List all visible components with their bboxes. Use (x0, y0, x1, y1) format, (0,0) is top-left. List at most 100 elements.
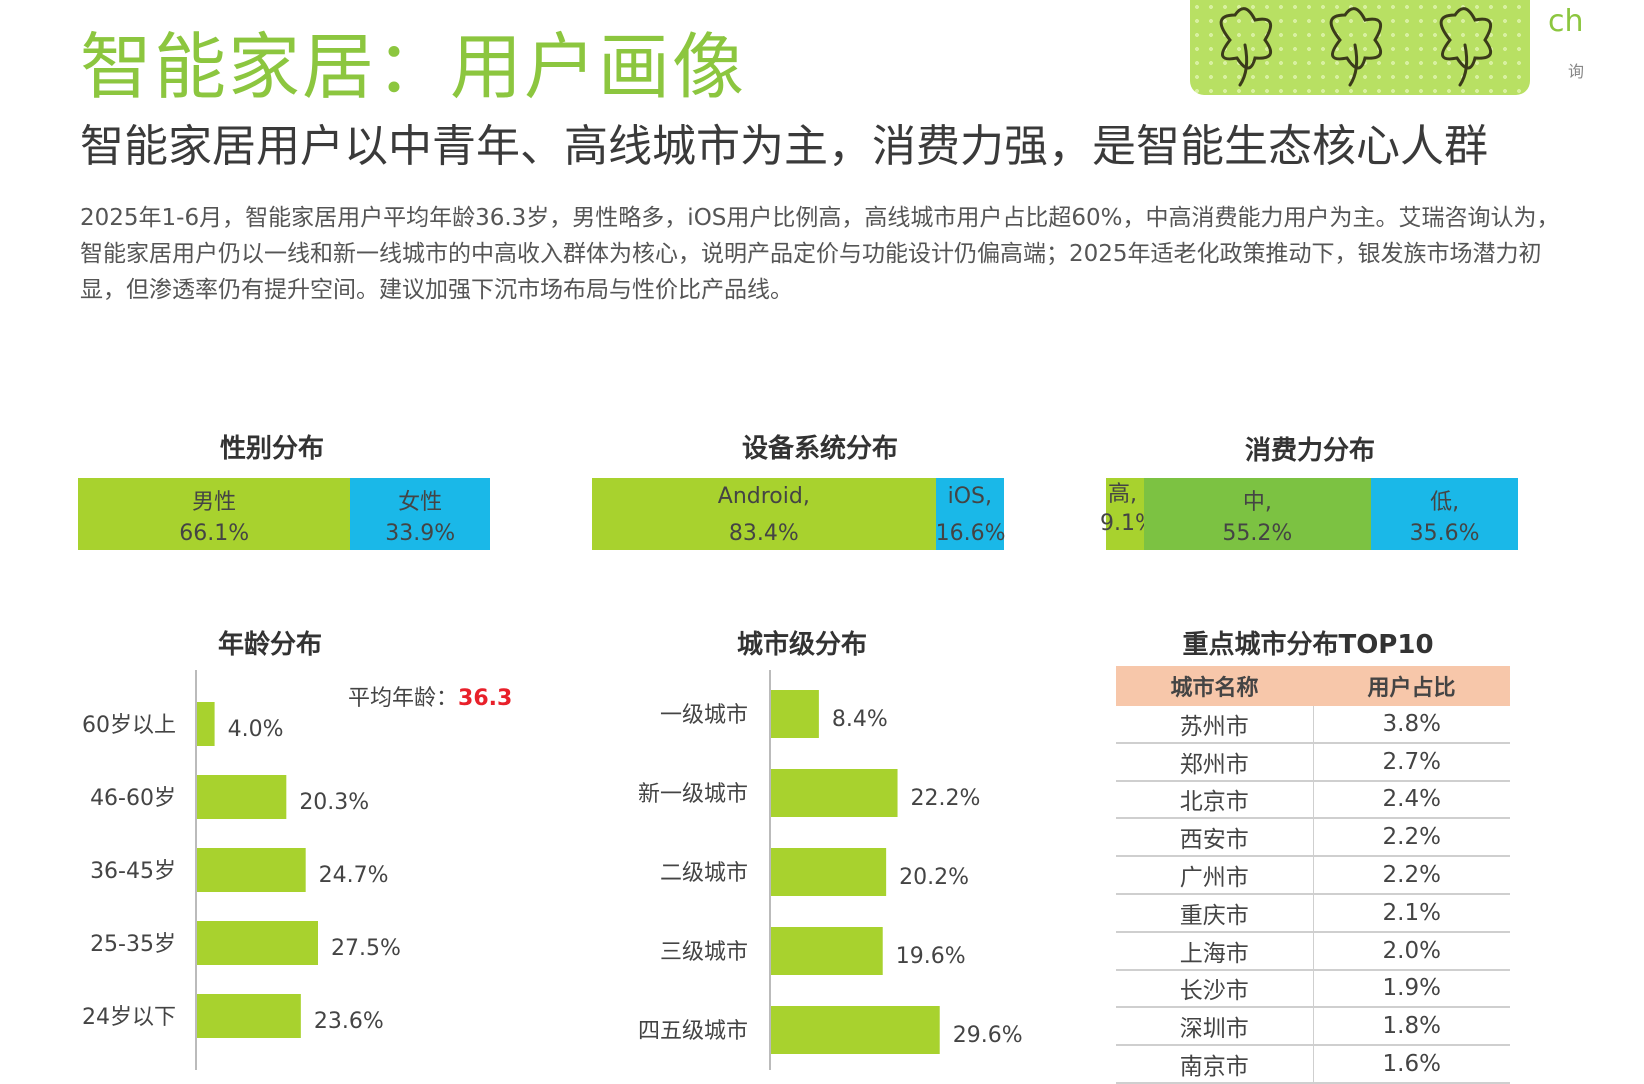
segment-category-label: 女性 (398, 490, 443, 515)
category-tick-label: 60岁以上 (82, 713, 176, 738)
city-name-cell: 上海市 (1116, 931, 1314, 971)
segment-value-label: 35.6% (1409, 521, 1480, 546)
average-age-label: 平均年龄： (348, 686, 459, 711)
bar (197, 775, 287, 819)
city-name-cell: 北京市 (1116, 780, 1314, 820)
segment-value-label: 55.2% (1222, 521, 1293, 546)
category-tick-label: 新一级城市 (638, 782, 748, 807)
bar-value-label: 8.4% (832, 707, 888, 732)
table-row: 北京市 2.4% (1116, 780, 1510, 820)
category-tick-label: 24岁以下 (82, 1005, 176, 1030)
city-share-cell: 2.7% (1313, 742, 1510, 782)
segment-category-label: 中, (1242, 490, 1272, 515)
page-subtitle: 智能家居用户以中青年、高线城市为主，消费力强，是智能生态核心人群 (80, 121, 1488, 172)
stacked-bar-segment: 男性 66.1% (78, 478, 351, 550)
device-stacked-bar: Android, 83.4% iOS, 16.6% (592, 478, 1006, 550)
segment-value-label: 66.1% (179, 521, 250, 546)
segment-category-label: iOS, (947, 484, 992, 509)
bar-value-label: 22.2% (911, 786, 981, 811)
city-share-cell: 1.9% (1313, 969, 1510, 1009)
bar (771, 848, 887, 896)
bar-value-label: 29.6% (953, 1023, 1023, 1048)
city-name-cell: 重庆市 (1116, 893, 1314, 933)
city-share-cell: 3.8% (1313, 706, 1510, 744)
city-name-cell: 南京市 (1116, 1045, 1314, 1084)
city-name-cell: 苏州市 (1116, 706, 1314, 744)
column-header-city: 城市名称 (1116, 666, 1313, 706)
average-age-annotation: 平均年龄：36.3 (348, 680, 512, 712)
page-title: 智能家居：用户画像 (80, 25, 747, 109)
table-row: 苏州市 3.8% (1116, 706, 1510, 744)
city-name-cell: 长沙市 (1116, 969, 1314, 1009)
bar-value-label: 24.7% (319, 863, 389, 888)
bar (771, 690, 819, 738)
brand-logo-fragment: ch (1548, 4, 1584, 39)
city-share-cell: 2.1% (1313, 893, 1510, 933)
bar-value-label: 20.3% (299, 790, 369, 815)
summary-paragraph: 2025年1-6月，智能家居用户平均年龄36.3岁，男性略多，iOS用户比例高，… (80, 205, 1560, 303)
city-share-cell: 2.4% (1313, 780, 1510, 820)
spending-stacked-bar: 高, 9.1% 中, 55.2% 低, 35.6% (1100, 478, 1518, 550)
bar-value-label: 27.5% (331, 936, 401, 961)
bar-value-label: 4.0% (228, 717, 284, 742)
table-row: 上海市 2.0% (1116, 931, 1510, 971)
stacked-bar-segment: 女性 33.9% (350, 478, 490, 550)
spending-chart-title: 消费力分布 (1244, 436, 1375, 466)
table-row: 深圳市 1.8% (1116, 1007, 1510, 1047)
segment-category-label: Android, (717, 484, 810, 509)
table-row: 南京市 1.6% (1116, 1045, 1510, 1084)
category-tick-label: 一级城市 (660, 703, 748, 728)
column-header-share: 用户占比 (1313, 666, 1510, 706)
age-distribution-chart: 60岁以上 4.0% 46-60岁 20.3% 36-45岁 24.7% 25-35岁 27.… (82, 670, 401, 1070)
top-cities-table: 城市名称 用户占比 苏州市 3.8% 郑州市 2.7% 北京市 2.4% 西安市 2.2% 广州… (1116, 666, 1510, 1084)
age-chart-title: 年龄分布 (217, 630, 322, 660)
city-share-cell: 2.0% (1313, 931, 1510, 971)
city-name-cell: 郑州市 (1116, 742, 1314, 782)
category-tick-label: 46-60岁 (90, 786, 176, 811)
segment-category-label: 高, (1108, 482, 1137, 507)
bar (197, 702, 215, 746)
bar (197, 921, 318, 965)
table-row: 西安市 2.2% (1116, 818, 1510, 858)
stacked-bar-segment: iOS, 16.6% (935, 478, 1006, 550)
bar-value-label: 20.2% (899, 865, 969, 890)
segment-category-label: 低, (1430, 490, 1460, 515)
stacked-bar-segment: 高, 9.1% (1100, 478, 1156, 550)
category-tick-label: 二级城市 (660, 861, 748, 886)
category-tick-label: 三级城市 (660, 940, 748, 965)
stacked-bar-segment: 低, 35.6% (1371, 478, 1518, 550)
city-name-cell: 深圳市 (1116, 1007, 1314, 1047)
bar (197, 848, 306, 892)
segment-value-label: 16.6% (935, 521, 1006, 546)
city-tier-chart-title: 城市级分布 (736, 630, 867, 660)
city-name-cell: 广州市 (1116, 856, 1314, 895)
segment-category-label: 男性 (192, 490, 237, 515)
city-tier-distribution-chart: 一级城市 8.4% 新一级城市 22.2% 二级城市 20.2% 三级城市 19.6% 四五级城… (638, 670, 1023, 1070)
stacked-bar-segment: Android, 83.4% (592, 478, 936, 550)
bar (197, 994, 301, 1038)
gender-stacked-bar: 男性 66.1% 女性 33.9% (78, 478, 490, 550)
bar (771, 927, 883, 975)
city-share-cell: 2.2% (1313, 818, 1510, 858)
stacked-bar-segment: 中, 55.2% (1143, 478, 1372, 550)
bar-value-label: 19.6% (896, 944, 966, 969)
segment-value-label: 33.9% (385, 521, 456, 546)
table-header-row: 城市名称 用户占比 (1116, 666, 1510, 706)
table-row: 广州市 2.2% (1116, 856, 1510, 895)
category-tick-label: 36-45岁 (90, 859, 176, 884)
brand-logo-subtext: 询 (1568, 62, 1585, 81)
category-tick-label: 四五级城市 (638, 1019, 748, 1044)
segment-value-label: 83.4% (728, 521, 799, 546)
top-cities-title: 重点城市分布TOP10 (1182, 630, 1434, 660)
table-row: 长沙市 1.9% (1116, 969, 1510, 1009)
table-row: 重庆市 2.1% (1116, 893, 1510, 933)
gender-chart-title: 性别分布 (219, 434, 324, 464)
table-row: 郑州市 2.7% (1116, 742, 1510, 782)
device-chart-title: 设备系统分布 (741, 434, 898, 464)
city-name-cell: 西安市 (1116, 818, 1314, 858)
clover-sticker-image (1190, 0, 1530, 95)
category-tick-label: 25-35岁 (90, 932, 176, 957)
bar (771, 1006, 940, 1054)
clover-doodle-icon (1219, 7, 1493, 87)
city-share-cell: 1.6% (1313, 1045, 1510, 1084)
